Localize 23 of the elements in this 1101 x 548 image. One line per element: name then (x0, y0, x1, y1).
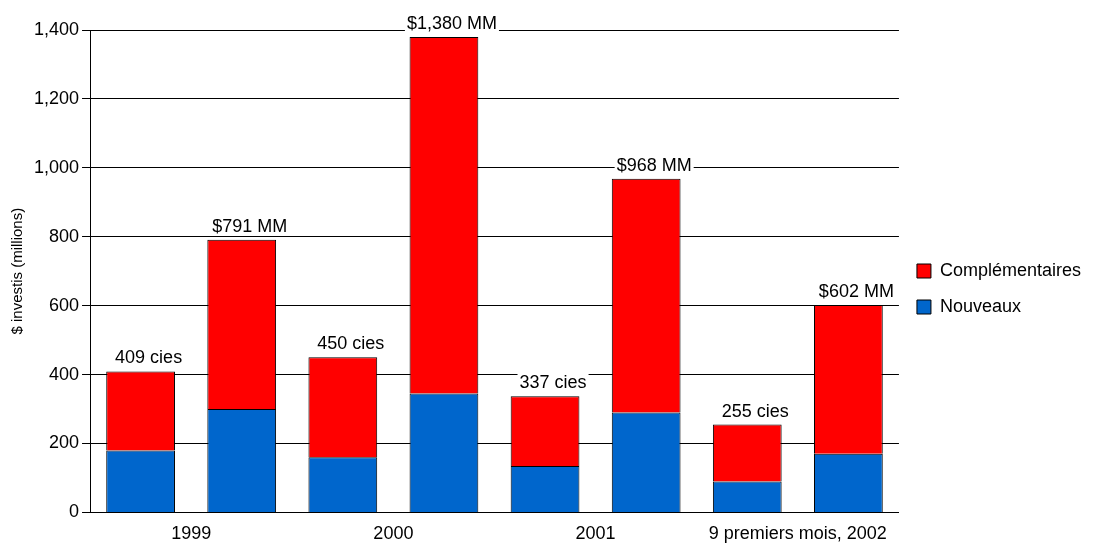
total-label: $602 MM (818, 280, 894, 301)
total-label: 337 cies (519, 372, 587, 393)
y-tick-label: 600 (49, 294, 80, 315)
x-tick-label: 2000 (373, 523, 414, 544)
total-label: $968 MM (616, 154, 692, 175)
total-label: $1,380 MM (406, 12, 497, 33)
y-tick-label: 400 (49, 363, 80, 384)
y-tick-label: 800 (49, 225, 80, 246)
y-tick-label: 200 (49, 432, 80, 453)
y-tick-label: 1,000 (34, 156, 80, 177)
total-label: 450 cies (317, 333, 385, 354)
legend-label: Nouveaux (939, 295, 1022, 316)
total-label: $791 MM (212, 215, 288, 236)
total-label: 255 cies (721, 400, 789, 421)
legend-label: Complémentaires (939, 259, 1082, 280)
x-tick-label: 1999 (171, 523, 212, 544)
y-tick-label: 0 (69, 501, 80, 522)
x-tick-label: 2001 (575, 523, 616, 544)
x-tick-label: 9 premiers mois, 2002 (708, 523, 887, 544)
y-tick-label: 1,200 (34, 87, 80, 108)
total-label: 409 cies (115, 347, 183, 368)
y-axis-title: $ investis (millions) (8, 207, 26, 335)
y-tick-label: 1,400 (34, 18, 80, 39)
